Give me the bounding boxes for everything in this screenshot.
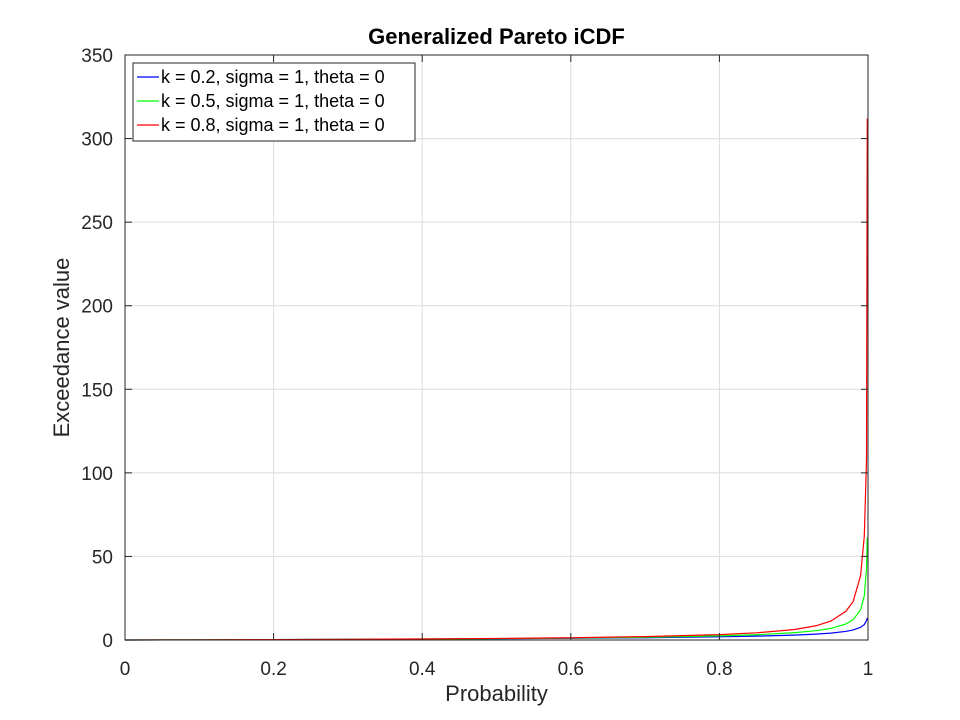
- series-line: [124, 118, 868, 641]
- y-tick-label: 250: [81, 213, 113, 234]
- legend-label: k = 0.5, sigma = 1, theta = 0: [161, 91, 385, 111]
- legend-label: k = 0.8, sigma = 1, theta = 0: [161, 115, 385, 135]
- y-tick-label: 300: [81, 130, 113, 151]
- y-tick-label: 350: [81, 46, 113, 67]
- legend: k = 0.2, sigma = 1, theta = 0 k = 0.5, si…: [132, 62, 416, 142]
- y-tick-label: 150: [81, 380, 113, 401]
- legend-box: [132, 62, 416, 142]
- y-axis-label: Exceedance value: [49, 258, 74, 438]
- x-tick-label: 0: [120, 659, 131, 680]
- chart-title: Generalized Pareto iCDF: [368, 24, 625, 49]
- x-axis-label: Probability: [445, 681, 548, 706]
- x-tick-label: 1: [863, 659, 874, 680]
- y-tick-label: 100: [81, 464, 113, 485]
- y-tick-label: 0: [102, 631, 113, 652]
- x-tick-label: 0.6: [558, 659, 584, 680]
- x-tick-label: 0.2: [260, 659, 286, 680]
- y-axis: 0 50 100 150 200 250 300 350: [81, 46, 868, 652]
- x-axis: 0 0.2 0.4 0.6 0.8 1: [120, 55, 874, 680]
- plot-area: [125, 55, 868, 640]
- axes-frame: [124, 54, 869, 641]
- legend-label: k = 0.2, sigma = 1, theta = 0: [161, 67, 385, 87]
- x-tick-label: 0.8: [706, 659, 732, 680]
- y-tick-label: 200: [81, 297, 113, 318]
- series-layer: [124, 118, 868, 641]
- x-tick-label: 0.4: [409, 659, 436, 680]
- y-tick-label: 50: [92, 547, 113, 568]
